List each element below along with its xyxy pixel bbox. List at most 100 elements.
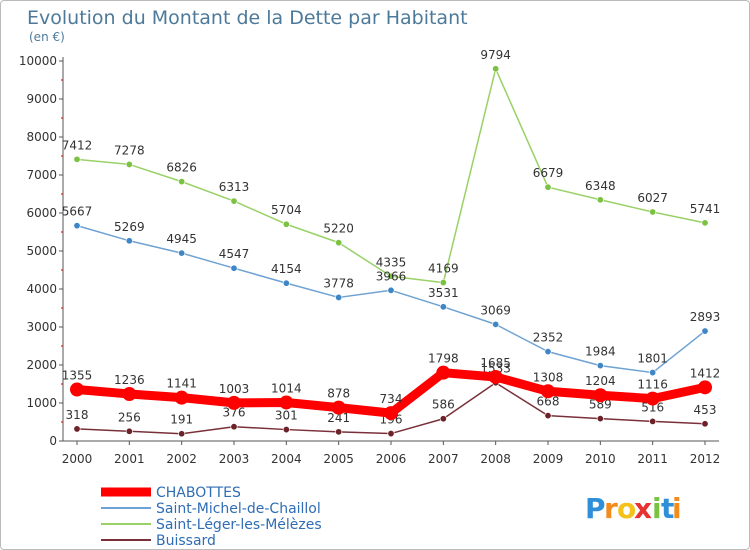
x-tick-label: 2003 [219,452,250,466]
x-tick-label: 2010 [585,452,616,466]
data-label: 589 [589,398,612,412]
data-label: 256 [118,410,141,424]
data-point [279,395,294,410]
data-point [649,417,657,425]
data-point [70,382,84,397]
data-label: 1141 [166,377,197,391]
data-point [227,395,241,410]
data-label: 6679 [533,166,564,180]
data-point [387,286,395,294]
data-point [335,428,343,436]
logo-letter: r [604,492,618,525]
data-point [649,369,657,377]
data-label: 1236 [114,373,145,387]
data-label: 6313 [219,180,250,194]
data-point [439,279,447,287]
data-label: 5741 [690,202,721,216]
data-point [282,426,290,434]
y-tick-label: 3000 [26,320,57,334]
data-label: 1014 [271,381,302,395]
data-label: 5667 [62,205,93,219]
proxiti-logo: Pr ox i ti [585,492,682,525]
data-point [73,222,81,230]
data-point [331,400,346,415]
data-label: 6826 [166,161,197,175]
data-point [387,272,395,280]
x-tick-label: 2012 [690,452,721,466]
y-tick-label: 4000 [26,282,57,296]
series-saint-leger-les-melezes: 7412 7278 6826 6313 5704 5220 4335 4169 9794 6679… [62,48,721,287]
chart-title: Evolution du Montant de la Dette par Hab… [27,7,468,29]
data-point [593,388,608,403]
x-tick-label: 2008 [480,452,511,466]
data-point [596,362,604,370]
data-label: 4335 [376,255,407,269]
x-tick-label: 2002 [166,452,197,466]
data-label: 668 [537,395,560,409]
data-label: 3966 [376,269,407,283]
data-point [178,178,186,186]
y-tick-label: 7000 [26,168,57,182]
data-label: 1355 [62,369,93,383]
data-point [174,390,189,405]
data-point [649,208,657,216]
x-tick-label: 2011 [637,452,668,466]
data-point [125,160,133,168]
data-point [230,197,238,205]
data-label: 586 [432,398,455,412]
data-label: 734 [380,392,403,406]
data-point [178,249,186,257]
x-tick-label: 2007 [428,452,459,466]
logo-letter: i [652,492,662,525]
y-tick-label: 10000 [19,54,57,68]
data-point [492,65,500,73]
data-point [335,239,343,247]
data-label: 191 [170,413,193,427]
legend-label: Saint-Michel-de-Chaillol [156,501,321,517]
data-point [645,391,660,406]
data-point [492,320,500,328]
x-tick-label: 2009 [533,452,564,466]
data-label: 1984 [585,345,616,359]
data-point [178,430,186,438]
data-label: 516 [641,400,664,414]
data-point [701,219,709,227]
data-point [73,425,81,433]
data-point [73,155,81,163]
data-label: 318 [66,408,89,422]
x-tick-label: 2005 [323,452,354,466]
data-label: 5704 [271,203,302,217]
data-point [282,220,290,228]
logo-letter: t [661,492,674,525]
data-point [541,384,555,399]
data-label: 1204 [585,374,616,388]
data-label: 3778 [323,276,354,290]
data-label: 3531 [428,286,459,300]
series-chabottes: 1355 1236 1141 1003 1014 878 734 1798 1685 1308 12… [62,352,721,421]
series-layer: 7412 7278 6826 6313 5704 5220 4335 4169 9794 6679… [62,48,721,438]
y-tick-label: 8000 [26,130,57,144]
y-tick-label: 6000 [26,206,57,220]
x-tick-label: 2000 [62,452,93,466]
data-point [384,406,398,421]
data-point [439,303,447,311]
data-point [596,196,604,204]
data-label: 1412 [690,366,721,380]
data-label: 5220 [323,222,354,236]
data-point [596,415,604,423]
y-tick-label: 2000 [26,358,57,372]
data-point [335,293,343,301]
y-tick-label: 9000 [26,92,57,106]
legend: CHABOTTESSaint-Michel-de-ChaillolSaint-L… [101,485,322,549]
data-point [230,264,238,272]
data-point [701,420,709,428]
data-label: 9794 [480,48,511,62]
data-label: 5269 [114,220,145,234]
logo-letter: P [585,492,606,525]
data-label: 1116 [637,378,668,392]
data-point [125,237,133,245]
data-label: 2893 [690,310,721,324]
data-label: 6348 [585,179,616,193]
x-tick-label: 2004 [271,452,302,466]
data-point [544,412,552,420]
